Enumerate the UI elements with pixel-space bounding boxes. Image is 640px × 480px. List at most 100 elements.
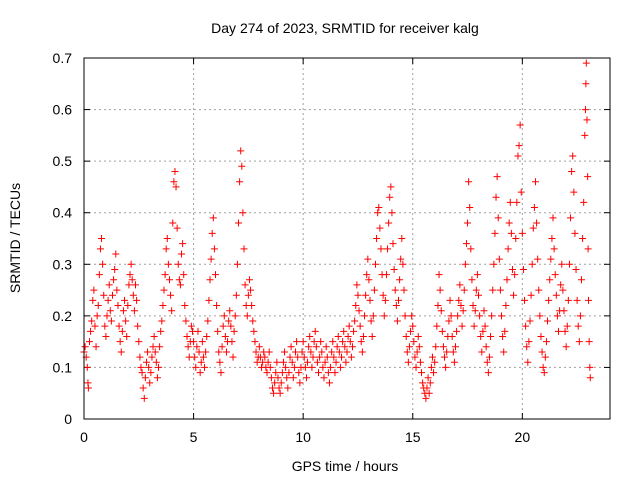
data-point <box>411 353 419 361</box>
data-point <box>381 296 389 304</box>
data-point <box>305 343 313 351</box>
data-point <box>102 332 110 340</box>
data-point <box>347 353 355 361</box>
data-point <box>502 302 510 310</box>
data-point <box>531 178 539 186</box>
data-point <box>565 260 573 268</box>
data-point <box>202 348 210 356</box>
data-point <box>554 327 562 335</box>
data-point <box>320 374 328 382</box>
data-point <box>110 276 118 284</box>
data-point <box>552 291 560 299</box>
data-point <box>428 353 436 361</box>
data-point <box>526 317 534 325</box>
data-point <box>306 332 314 340</box>
data-point <box>225 317 233 325</box>
data-point <box>489 286 497 294</box>
data-point <box>117 348 125 356</box>
data-point <box>423 384 431 392</box>
data-point <box>396 276 404 284</box>
data-point <box>263 369 271 377</box>
data-point <box>402 332 410 340</box>
data-point <box>144 348 152 356</box>
data-point <box>332 358 340 366</box>
data-point <box>239 209 247 217</box>
data-point <box>307 348 315 356</box>
data-point <box>105 281 113 289</box>
data-point <box>266 363 274 371</box>
data-point <box>190 338 198 346</box>
data-point <box>370 286 378 294</box>
data-point <box>210 245 218 253</box>
data-point <box>217 369 225 377</box>
data-point <box>321 358 329 366</box>
data-point <box>331 369 339 377</box>
data-point <box>473 271 481 279</box>
data-point <box>322 343 330 351</box>
data-point <box>233 260 241 268</box>
data-point <box>576 312 584 320</box>
data-point <box>205 296 213 304</box>
data-point <box>348 343 356 351</box>
data-point <box>267 374 275 382</box>
data-point <box>456 281 464 289</box>
data-point <box>250 327 258 335</box>
data-point <box>145 363 153 371</box>
data-point <box>373 235 381 242</box>
data-point <box>407 327 415 335</box>
data-point <box>475 291 482 299</box>
data-point <box>350 327 358 335</box>
data-point <box>229 353 237 361</box>
data-point <box>568 167 576 175</box>
data-point <box>462 240 470 248</box>
data-point <box>344 332 352 340</box>
data-point <box>403 348 411 356</box>
data-point <box>126 271 134 279</box>
data-point <box>514 152 522 160</box>
data-point <box>431 358 439 366</box>
data-point <box>139 384 147 392</box>
data-point <box>134 322 142 330</box>
data-point <box>247 286 255 294</box>
data-point <box>517 188 525 196</box>
plot-frame <box>83 57 611 420</box>
data-point <box>487 332 495 340</box>
data-point <box>478 348 486 356</box>
data-point <box>455 296 463 304</box>
data-point <box>495 255 503 263</box>
data-point <box>150 332 158 340</box>
data-point <box>147 369 155 377</box>
data-point <box>443 348 451 356</box>
data-point <box>149 343 157 351</box>
data-point <box>492 193 500 201</box>
data-point <box>125 281 133 289</box>
data-point <box>441 353 449 361</box>
data-point <box>583 116 591 124</box>
data-point <box>547 255 555 263</box>
data-point <box>359 332 367 340</box>
data-point <box>425 389 433 397</box>
data-point <box>235 219 243 227</box>
data-point <box>496 286 504 294</box>
data-point <box>369 312 377 320</box>
data-point <box>316 353 324 361</box>
data-point <box>281 348 289 356</box>
data-point <box>101 322 109 330</box>
data-point <box>159 302 167 310</box>
data-point <box>92 343 100 351</box>
data-point <box>385 219 393 227</box>
data-point <box>413 348 421 356</box>
data-point <box>352 302 360 310</box>
data-point <box>317 338 325 346</box>
data-point <box>567 214 575 222</box>
data-point <box>569 152 577 160</box>
data-point <box>361 312 369 320</box>
data-point <box>481 322 489 330</box>
data-point <box>414 332 422 340</box>
data-point <box>563 322 571 330</box>
data-point <box>384 245 392 253</box>
data-point <box>390 265 398 273</box>
data-point <box>192 363 200 371</box>
data-point <box>580 198 588 206</box>
data-point <box>519 265 527 273</box>
